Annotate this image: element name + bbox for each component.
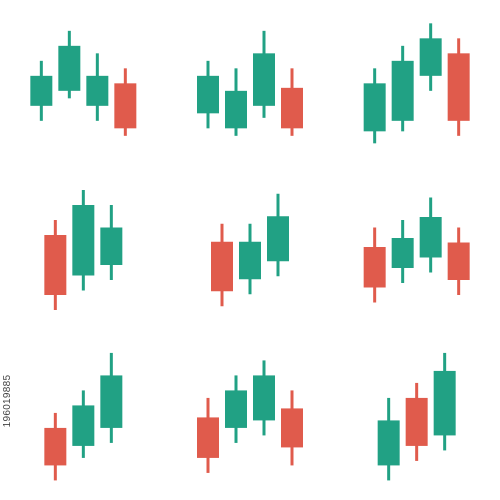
candlestick-icon-5 <box>211 193 289 307</box>
bearish-candle <box>44 427 67 466</box>
bullish-candle <box>197 75 219 114</box>
bearish-candle <box>405 397 428 446</box>
bullish-candle <box>239 241 261 280</box>
bullish-candle <box>377 420 400 466</box>
bullish-candle <box>267 216 289 262</box>
bullish-candle <box>72 405 95 446</box>
candlestick-icon-6 <box>363 197 470 303</box>
bullish-candle <box>100 227 123 265</box>
bullish-candle <box>58 45 81 91</box>
bullish-candle <box>225 90 247 129</box>
bearish-candle <box>447 242 470 280</box>
candlestick-icon-1 <box>30 30 137 136</box>
bullish-candle <box>86 75 109 106</box>
bullish-candle <box>363 83 386 132</box>
bullish-candle <box>419 217 442 258</box>
bullish-candle <box>433 370 456 436</box>
candlestick-icon-8 <box>197 360 303 473</box>
bearish-candle <box>363 247 386 288</box>
candlestick-icon-4 <box>44 190 123 310</box>
bullish-candle <box>253 375 275 421</box>
bearish-candle <box>114 83 137 129</box>
bullish-candle <box>253 53 275 106</box>
bullish-candle <box>391 60 414 121</box>
bearish-candle <box>281 408 303 448</box>
bullish-candle <box>419 38 442 76</box>
bullish-candle <box>391 238 414 268</box>
stock-id-text: 196019885 <box>2 374 13 428</box>
candlestick-icon-7 <box>44 352 123 481</box>
candlestick-icon-2 <box>197 30 303 136</box>
bullish-candle <box>100 375 123 428</box>
bearish-candle <box>211 241 233 292</box>
bearish-candle <box>44 235 67 295</box>
bearish-candle <box>447 53 470 121</box>
bearish-candle <box>197 417 219 458</box>
candlestick-icon-9 <box>377 352 456 481</box>
bullish-candle <box>30 75 53 106</box>
candlestick-icon-3 <box>363 23 470 144</box>
bullish-candle <box>225 390 247 428</box>
bullish-candle <box>72 205 95 276</box>
bearish-candle <box>281 87 303 129</box>
